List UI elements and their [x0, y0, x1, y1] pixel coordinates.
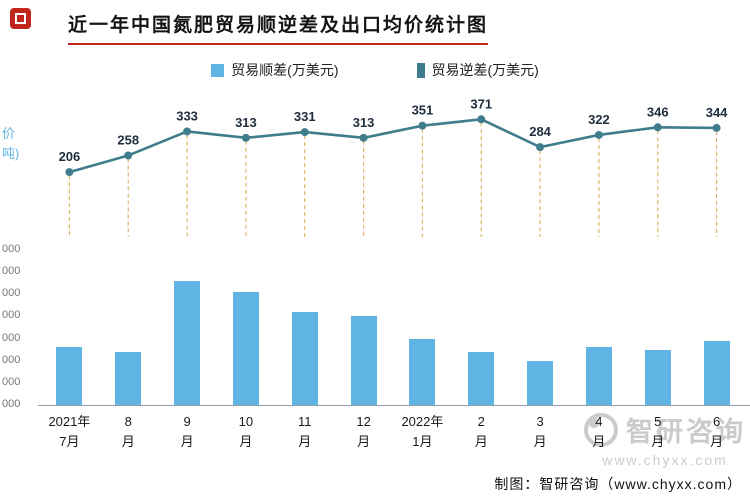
line-marker-icon — [241, 133, 250, 142]
line-marker-icon — [712, 123, 721, 132]
credit-line: 制图：智研咨询（www.chyxx.com） — [494, 476, 742, 492]
surplus-bar — [174, 281, 201, 405]
legend-swatch-surplus-icon — [211, 63, 225, 77]
surplus-bar — [468, 351, 495, 405]
y-axis-tick-partial: 000 — [2, 353, 21, 366]
line-value-label: 313 — [235, 115, 257, 130]
legend: 贸易顺差(万美元) 贸易逆差(万美元) — [0, 60, 750, 80]
surplus-bar — [409, 338, 436, 405]
line-marker-icon — [124, 151, 133, 160]
line-value-label: 371 — [470, 96, 492, 111]
surplus-bar — [232, 292, 259, 405]
y-axis-tick-partial: 000 — [2, 243, 21, 255]
chart-title: 近一年中国氮肥贸易顺逆差及出口均价统计图 — [68, 10, 489, 45]
surplus-bar — [115, 351, 142, 405]
watermark-logo-icon — [584, 412, 618, 447]
line-marker-icon — [594, 130, 603, 139]
line-marker-icon — [536, 143, 545, 152]
legend-swatch-deficit-icon — [416, 62, 425, 78]
legend-label-deficit: 贸易逆差(万美元) — [431, 62, 539, 78]
line-value-label: 333 — [176, 108, 198, 123]
x-axis-label: 10 月 — [238, 414, 254, 450]
legend-item-deficit: 贸易逆差(万美元) — [416, 60, 539, 80]
line-marker-icon — [477, 115, 486, 124]
surplus-bar-chart — [40, 250, 746, 405]
y-axis-tick-partial: 000 — [2, 331, 21, 344]
y-axis-tick-partial: 000 — [2, 287, 21, 300]
surplus-bar — [585, 347, 612, 405]
y-axis-tick-partial: 000 — [2, 309, 21, 322]
line-value-label: 284 — [529, 124, 551, 139]
brand-mark-icon — [10, 8, 31, 29]
y-axis-tick-partial: 000 — [2, 265, 21, 278]
line-marker-icon — [65, 168, 74, 177]
line-marker-icon — [418, 121, 427, 130]
surplus-bar — [703, 340, 730, 405]
line-value-label: 351 — [412, 103, 434, 118]
x-axis-labels: 2021年 7月 8 月 9 月 10 月 11 月 12 月 2022年 1月 2 月 3 月 4 月 5 月 6 月 — [40, 412, 746, 470]
watermark-url: www.chyxx.com — [602, 452, 728, 468]
surplus-bar — [644, 349, 671, 405]
line-marker-icon — [300, 128, 309, 137]
line-value-label: 258 — [117, 132, 139, 147]
watermark: 智研咨询 www.chyxx.com — [584, 410, 746, 468]
surplus-bar — [527, 360, 554, 405]
watermark-row: 智研咨询 — [584, 410, 746, 449]
line-value-label: 344 — [706, 105, 728, 120]
axis-label-fragment: 价 — [2, 126, 16, 141]
x-axis-label: 2022年 1月 — [401, 414, 444, 450]
axis-label-fragment: 吨) — [2, 145, 20, 161]
line-value-label: 331 — [294, 109, 316, 124]
watermark-brand: 智研咨询 — [626, 417, 746, 447]
line-value-label: 346 — [647, 104, 669, 119]
y-axis: 000 000 000 000 000 000 000 000 — [0, 0, 40, 500]
x-axis-label: 2021年 7月 — [48, 414, 91, 450]
line-value-label: 322 — [588, 112, 610, 127]
line-marker-icon — [183, 127, 192, 136]
x-axis-label: 12 月 — [356, 414, 371, 450]
x-axis-label: 11 月 — [298, 414, 312, 450]
legend-label-surplus: 贸易顺差(万美元) — [231, 62, 339, 78]
deficit-line — [69, 117, 717, 174]
line-value-label: 206 — [59, 149, 81, 164]
line-value-label: 313 — [353, 115, 375, 130]
line-marker-icon — [653, 123, 662, 132]
y-axis-tick-partial: 000 — [2, 375, 21, 388]
y-axis-tick-partial: 000 — [2, 398, 21, 410]
surplus-bar — [291, 312, 318, 405]
x-axis-line — [38, 405, 750, 406]
surplus-bar — [56, 347, 83, 405]
secondary-axis-label-partial: 价 吨) — [2, 124, 19, 163]
line-marker-icon — [359, 133, 368, 142]
deficit-line-chart: 206 258 333 313 331 313 351 371 284 322 346 344 — [59, 96, 728, 237]
surplus-bar — [350, 316, 377, 405]
legend-item-surplus: 贸易顺差(万美元) — [211, 60, 339, 80]
